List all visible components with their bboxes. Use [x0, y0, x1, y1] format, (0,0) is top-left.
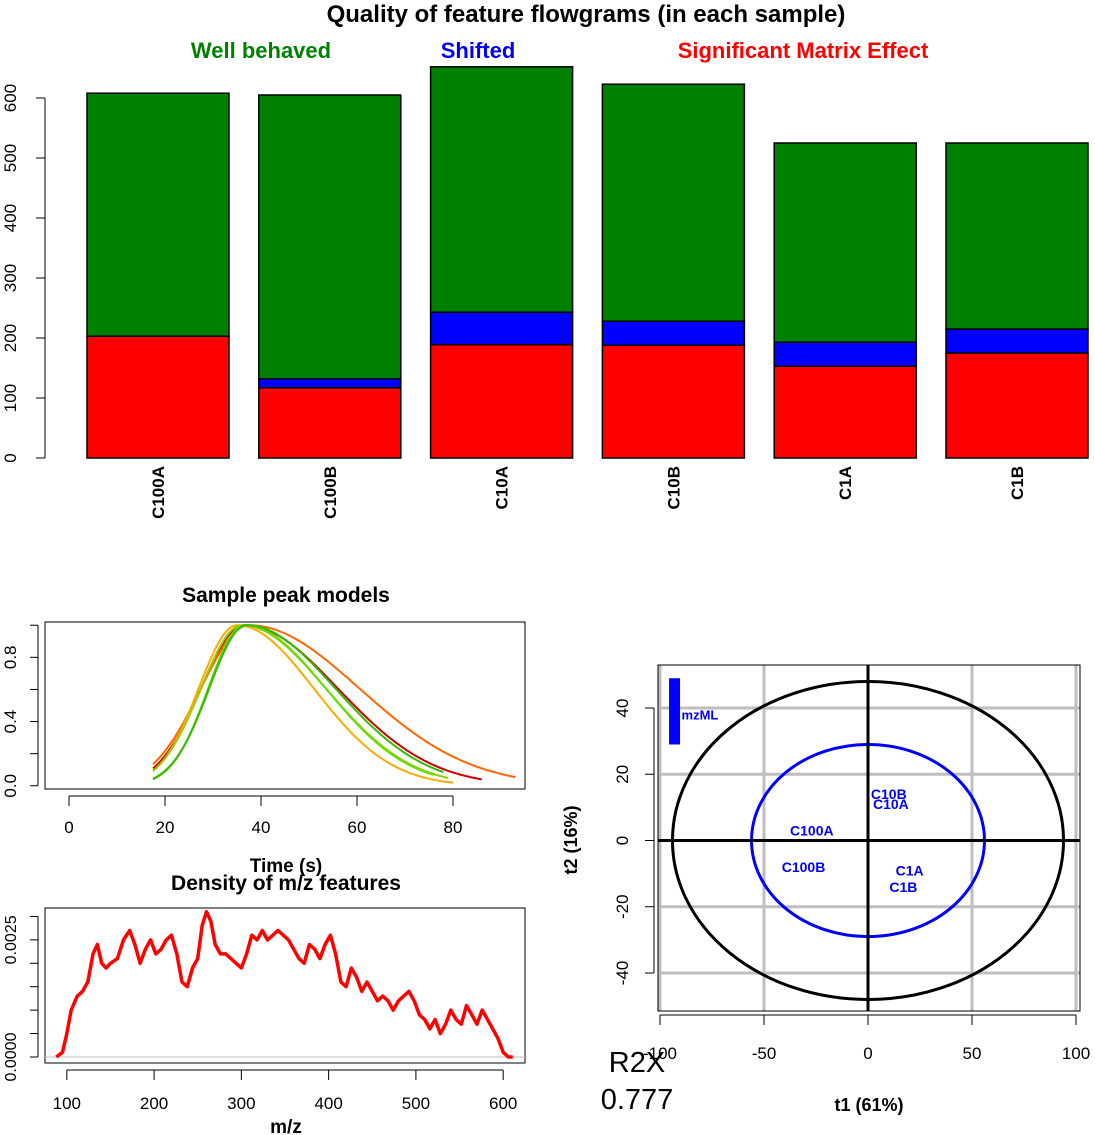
density-y-tick-label: 0.0025	[3, 915, 20, 964]
bar-category-label: C10B	[664, 466, 683, 509]
bar-y-tick-label: 500	[1, 144, 20, 172]
bar-category-label: C100A	[149, 466, 168, 519]
bar-segment-C10A-significant-matrix-effect	[429, 343, 574, 459]
pca-y-tick-label: 0	[613, 836, 632, 845]
mz-density-x-label: m/z	[270, 1117, 302, 1135]
bar-segment-C1A-significant-matrix-effect	[773, 365, 917, 459]
density-x-tick-label: 200	[140, 1094, 168, 1113]
bar-segment-C1B-shifted	[945, 328, 1089, 354]
pca-x-label: t1 (61%)	[834, 1095, 903, 1115]
bar-segment-C10A-shifted	[429, 311, 574, 346]
feature-quality-bar-chart: Quality of feature flowgrams (in each sa…	[1, 1, 1089, 519]
bar-segment-C10B-shifted	[601, 320, 746, 346]
bar-y-tick-label: 300	[1, 264, 20, 292]
bar-category-label: C1A	[836, 466, 855, 500]
peak-model-curve-4	[152, 624, 449, 779]
bar-segment-C100A-significant-matrix-effect	[86, 335, 230, 459]
pca-x-tick-label: 100	[1062, 1044, 1090, 1063]
peak-y-tick-label: 0.8	[1, 646, 20, 670]
peak-model-curve-6	[152, 624, 444, 780]
pca-y-label: t2 (16%)	[561, 805, 581, 874]
mz-density-curve	[55, 909, 513, 1059]
pca-grid	[658, 665, 1080, 1011]
legend-significant-matrix-effect: Significant Matrix Effect	[678, 38, 929, 63]
legend-well-behaved: Well behaved	[191, 38, 331, 63]
pca-sample-label: C100B	[782, 859, 826, 875]
pca-sample-label: C10B	[871, 786, 907, 802]
bar-segment-C100B-shifted	[258, 378, 402, 389]
mz-density-title: Density of m/z features	[171, 872, 401, 895]
bar-y-tick-label: 400	[1, 204, 20, 232]
density-x-tick-label: 300	[227, 1094, 255, 1113]
bar-segment-C10B-well-behaved	[601, 83, 746, 322]
bar-y-tick-label: 0	[1, 453, 20, 462]
bar-category-label: C10A	[493, 466, 512, 509]
density-y-tick-label: 0.0000	[3, 1032, 20, 1081]
peak-model-curve-2	[152, 624, 516, 779]
bar-segment-C100A-well-behaved	[86, 92, 230, 337]
density-x-tick-label: 100	[53, 1094, 81, 1113]
peak-x-tick-label: 0	[64, 818, 73, 837]
bar-chart-title: Quality of feature flowgrams (in each sa…	[327, 1, 846, 28]
bar-segment-C1A-well-behaved	[773, 142, 917, 343]
peak-y-tick-label: 0.0	[1, 774, 20, 798]
mz-density-chart: Density of m/z features 100 200 300 400 500 6…	[3, 872, 526, 1135]
peak-y-tick-label: 0.4	[1, 710, 20, 734]
sample-peak-models-chart: Sample peak models 0 20 40 60 80 0.0 0.4 0.8 Ti…	[1, 584, 526, 877]
bar-category-label: C100B	[321, 466, 340, 519]
bar-segment-C1A-shifted	[773, 341, 917, 367]
legend-shifted: Shifted	[441, 38, 516, 63]
pca-y-tick-label: -40	[613, 961, 632, 986]
pca-sample-label: C1B	[889, 879, 917, 895]
peak-x-tick-label: 40	[252, 818, 271, 837]
pca-sample-label: C1A	[896, 862, 924, 878]
bar-y-tick-label: 600	[1, 84, 20, 112]
pca-y-tick-label: 20	[613, 765, 632, 784]
pca-sample-label: C100A	[790, 823, 834, 839]
bar-segment-C1B-well-behaved	[945, 142, 1089, 330]
peak-x-tick-label: 80	[444, 818, 463, 837]
bar-segment-C10B-significant-matrix-effect	[601, 344, 746, 459]
pca-x-tick-label: -50	[752, 1044, 777, 1063]
peak-x-tick-label: 60	[348, 818, 367, 837]
bar-segment-C100B-significant-matrix-effect	[258, 387, 402, 459]
bar-category-label: C1B	[1008, 466, 1027, 500]
peak-models-x-label: Time (s)	[250, 856, 323, 877]
peak-models-title: Sample peak models	[182, 584, 390, 607]
pca-x-tick-label: 50	[963, 1044, 982, 1063]
pca-y-tick-label: -20	[613, 894, 632, 919]
mz-density-plot-frame	[44, 907, 526, 1064]
bar-segment-C10A-well-behaved	[429, 66, 574, 313]
bar-y-tick-label: 200	[1, 324, 20, 352]
peak-models-plot-frame	[44, 621, 526, 790]
bar-chart-x-axis-labels: C100A C100B C10A C10B C1A C1B	[149, 466, 1027, 519]
pca-legend-label: mzML	[682, 708, 719, 723]
r2x-label: R2X	[609, 1047, 665, 1079]
pca-y-tick-label: 40	[613, 699, 632, 718]
bar-y-tick-label: 100	[1, 384, 20, 412]
peak-model-curve-3	[152, 624, 454, 784]
pca-x-tick-label: 0	[863, 1044, 872, 1063]
bar-segment-C1B-significant-matrix-effect	[945, 352, 1089, 459]
density-x-tick-label: 400	[314, 1094, 342, 1113]
r2x-value: 0.777	[601, 1084, 674, 1116]
density-x-tick-label: 500	[402, 1094, 430, 1113]
density-x-tick-label: 600	[489, 1094, 517, 1113]
pca-x-tick-label: -100	[643, 1044, 677, 1063]
bar-segment-C100B-well-behaved	[258, 94, 402, 380]
bar-chart-y-axis: 0 100 200 300 400 500 600	[1, 84, 46, 463]
pca-sample-label: C10A	[873, 796, 909, 812]
peak-x-tick-label: 20	[156, 818, 175, 837]
